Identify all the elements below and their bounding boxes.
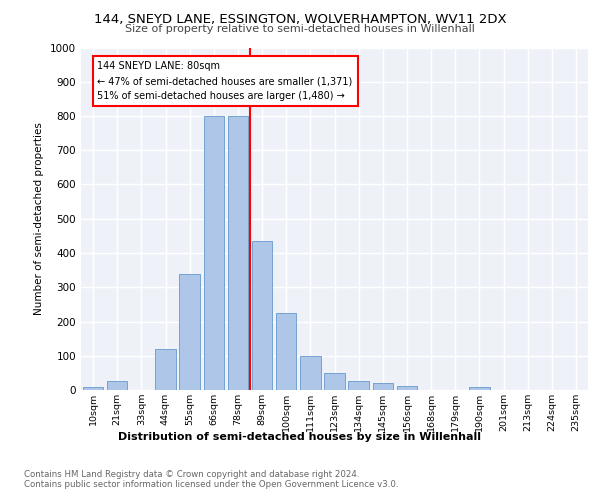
Bar bbox=[397, 386, 417, 390]
Y-axis label: Number of semi-detached properties: Number of semi-detached properties bbox=[34, 122, 44, 315]
Bar bbox=[324, 373, 345, 390]
Text: 144, SNEYD LANE, ESSINGTON, WOLVERHAMPTON, WV11 2DX: 144, SNEYD LANE, ESSINGTON, WOLVERHAMPTO… bbox=[94, 12, 506, 26]
Bar bbox=[83, 388, 103, 390]
Bar bbox=[179, 274, 200, 390]
Text: Size of property relative to semi-detached houses in Willenhall: Size of property relative to semi-detach… bbox=[125, 24, 475, 34]
Bar bbox=[203, 116, 224, 390]
Bar bbox=[373, 383, 393, 390]
Bar bbox=[349, 382, 369, 390]
Text: 144 SNEYD LANE: 80sqm
← 47% of semi-detached houses are smaller (1,371)
51% of s: 144 SNEYD LANE: 80sqm ← 47% of semi-deta… bbox=[97, 61, 353, 101]
Text: Distribution of semi-detached houses by size in Willenhall: Distribution of semi-detached houses by … bbox=[119, 432, 482, 442]
Bar bbox=[252, 241, 272, 390]
Bar bbox=[300, 356, 320, 390]
Text: Contains HM Land Registry data © Crown copyright and database right 2024.
Contai: Contains HM Land Registry data © Crown c… bbox=[24, 470, 398, 490]
Bar bbox=[107, 382, 127, 390]
Bar bbox=[469, 388, 490, 390]
Bar bbox=[276, 313, 296, 390]
Bar bbox=[227, 116, 248, 390]
Bar bbox=[155, 349, 176, 390]
